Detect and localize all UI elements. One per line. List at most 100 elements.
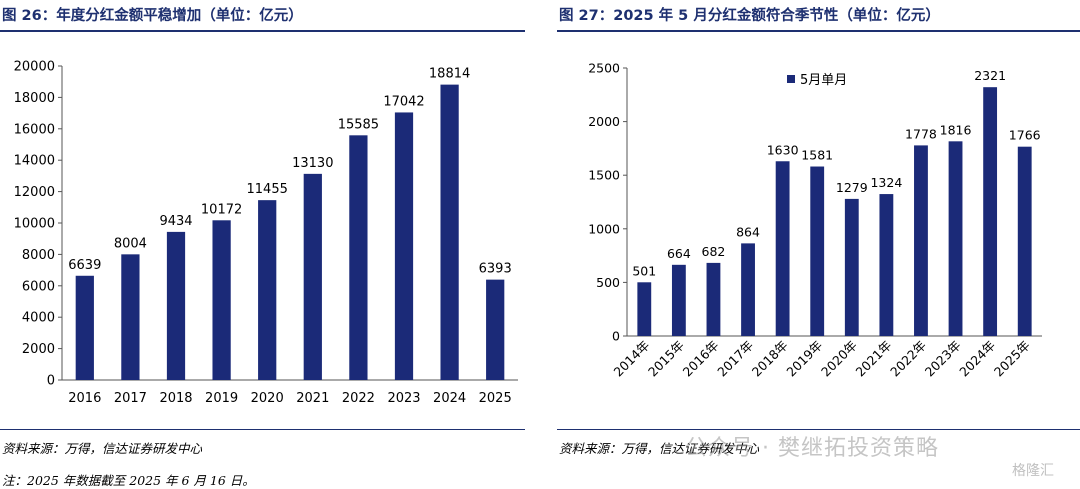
figure-27-bottom-rule xyxy=(557,429,1080,430)
y-tick-label: 6000 xyxy=(22,279,55,294)
bar xyxy=(75,275,94,380)
bar-value-label: 15585 xyxy=(338,117,379,132)
bar-value-label: 1766 xyxy=(1009,128,1041,143)
x-tick-label: 2024 xyxy=(433,391,466,406)
x-tick-label: 2018 xyxy=(159,391,192,406)
bar xyxy=(303,173,322,380)
y-tick-label: 4000 xyxy=(22,311,55,326)
bar xyxy=(810,166,825,336)
figure-27-source: 资料来源：万得，信达证券研发中心 xyxy=(559,441,760,456)
y-tick-label: 0 xyxy=(47,374,55,389)
bar xyxy=(775,161,790,336)
x-tick-label: 2021 xyxy=(296,391,329,406)
bar xyxy=(166,231,186,380)
y-tick-label: 16000 xyxy=(14,122,55,137)
bar-value-label: 6393 xyxy=(479,262,512,277)
x-tick-label: 2015年 xyxy=(645,338,687,380)
y-tick-label: 500 xyxy=(596,275,620,290)
bar-value-label: 18814 xyxy=(429,67,470,82)
figure-27-panel: 图 27：2025 年 5 月分红金额符合季节性（单位：亿元） 0 500 1000… xyxy=(557,0,1080,489)
x-tick-label: 2017年 xyxy=(714,338,756,380)
bar xyxy=(879,194,894,336)
bar-value-label: 1279 xyxy=(836,180,868,195)
bar xyxy=(914,145,928,336)
bar-value-label: 13130 xyxy=(292,156,333,171)
figure-26-title-rule xyxy=(0,30,525,32)
bar-value-label: 8004 xyxy=(114,236,147,251)
bar xyxy=(948,141,963,336)
bar-value-label: 9434 xyxy=(159,214,192,229)
x-tick-label: 2022年 xyxy=(887,338,929,380)
x-tick-label: 2020 xyxy=(251,391,284,406)
annual-dividend-chart: 0 2000 4000 6000 8000 10000 12000 14000 16000 180… xyxy=(14,60,518,406)
y-tick-label: 1000 xyxy=(588,221,620,236)
bar-value-label: 6639 xyxy=(68,258,101,273)
bar-value-label: 1324 xyxy=(870,175,902,190)
figure-27-title-rule xyxy=(557,30,1080,32)
bar xyxy=(394,112,414,380)
legend-swatch xyxy=(787,75,795,83)
bar-value-label: 501 xyxy=(632,263,656,278)
y-tick-label: 2000 xyxy=(22,342,55,357)
bar-value-label: 10172 xyxy=(201,202,242,217)
bar-value-label: 682 xyxy=(702,244,726,259)
bar-value-label: 1816 xyxy=(940,122,972,137)
figure-26-panel: 图 26：年度分红金额平稳增加（单位：亿元） 0 2000 4000 6000 8000… xyxy=(0,0,525,489)
y-tick-label: 2000 xyxy=(588,114,620,129)
x-tick-label: 2016年 xyxy=(680,338,722,380)
bar-value-label: 664 xyxy=(667,246,691,261)
bar xyxy=(486,279,505,380)
x-tick-label: 2025 xyxy=(479,391,512,406)
bar xyxy=(844,198,859,336)
x-tick-label: 2019年 xyxy=(783,338,825,380)
x-tick-label: 2014年 xyxy=(610,338,652,380)
y-tick-label: 12000 xyxy=(14,185,55,200)
x-tick-label: 2023年 xyxy=(922,338,964,380)
watermark-text: 公众号 · 樊继拓投资策略 xyxy=(685,436,939,461)
x-tick-label: 2018年 xyxy=(749,338,791,380)
x-tick-label: 2023 xyxy=(387,391,420,406)
bar-value-label: 1630 xyxy=(767,142,799,157)
bar-value-label: 864 xyxy=(736,224,760,239)
bar xyxy=(121,254,140,380)
bar xyxy=(671,264,686,336)
bar xyxy=(637,282,652,336)
bar-value-label: 11455 xyxy=(247,182,288,197)
legend-label: 5月单月 xyxy=(800,73,847,88)
figure-26-title: 图 26：年度分红金额平稳增加（单位：亿元） xyxy=(2,8,303,24)
bar xyxy=(983,87,998,336)
bar xyxy=(349,135,368,380)
x-tick-label: 2016 xyxy=(68,391,101,406)
x-tick-label: 2021年 xyxy=(853,338,895,380)
y-tick-label: 1500 xyxy=(588,168,620,183)
x-tick-label: 2024年 xyxy=(956,338,998,380)
y-tick-label: 18000 xyxy=(14,91,55,106)
figure-27-title: 图 27：2025 年 5 月分红金额符合季节性（单位：亿元） xyxy=(559,8,940,24)
may-dividend-chart: 0 500 1000 1500 2000 2500 501 2014年 664 2015年 682 2… xyxy=(588,61,1042,380)
y-tick-label: 10000 xyxy=(14,217,55,232)
x-tick-label: 2022 xyxy=(342,391,375,406)
bar-value-label: 2321 xyxy=(974,68,1006,83)
figure-26-bottom-rule xyxy=(0,429,525,430)
y-tick-label: 14000 xyxy=(14,154,55,169)
bar xyxy=(1017,146,1032,336)
x-tick-label: 2019 xyxy=(205,391,238,406)
x-tick-label: 2025年 xyxy=(991,338,1033,380)
bar xyxy=(212,220,231,380)
x-tick-label: 2020年 xyxy=(818,338,860,380)
figure-26-source: 资料来源：万得，信达证券研发中心 xyxy=(2,441,203,456)
bar xyxy=(741,243,755,336)
y-tick-label: 0 xyxy=(612,329,620,344)
figure-26-note: 注：2025 年数据截至 2025 年 6 月 16 日。 xyxy=(2,473,255,488)
x-tick-label: 2017 xyxy=(114,391,147,406)
y-tick-label: 8000 xyxy=(22,248,55,263)
bar xyxy=(258,200,277,380)
bar xyxy=(440,84,459,380)
bar-value-label: 1581 xyxy=(801,148,833,163)
y-tick-label: 20000 xyxy=(14,60,55,75)
y-tick-label: 2500 xyxy=(588,61,620,76)
bar-value-label: 17042 xyxy=(383,94,424,109)
watermark-logo: 格隆汇 xyxy=(1012,463,1054,479)
bar xyxy=(706,262,721,336)
bar-value-label: 1778 xyxy=(905,126,937,141)
